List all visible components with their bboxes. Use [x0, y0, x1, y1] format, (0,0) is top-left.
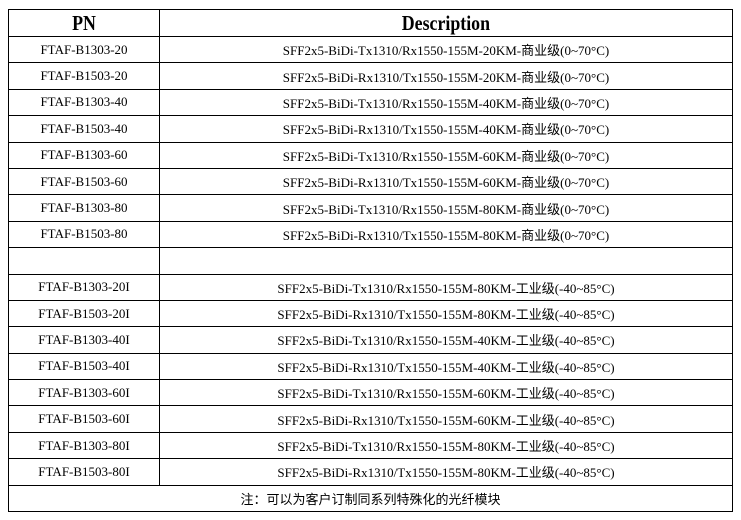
pn-cell: FTAF-B1303-40I — [8, 326, 160, 354]
table-row: FTAF-B1303-20I SFF2x5-BiDi-Tx1310/Rx1550-… — [8, 273, 733, 301]
table-row: FTAF-B1503-20 SFF2x5-BiDi-Rx1310/Tx1550-1… — [8, 62, 733, 90]
description-cell: SFF2x5-BiDi-Rx1310/Tx1550-155M-80KM-工业级(… — [159, 299, 733, 328]
pn-cell: FTAF-B1503-40 — [8, 115, 160, 143]
description-cell: SFF2x5-BiDi-Rx1310/Tx1550-155M-20KM-商业级(… — [159, 62, 733, 90]
description-cell: SFF2x5-BiDi-Tx1310/Rx1550-155M-60KM-商业级(… — [159, 141, 733, 169]
table-row: FTAF-B1303-80I SFF2x5-BiDi-Tx1310/Rx1550-… — [8, 431, 733, 460]
pn-header-text: PN — [72, 10, 96, 35]
pn-cell: FTAF-B1303-20I — [8, 273, 160, 301]
pn-cell: FTAF-B1503-20I — [8, 299, 160, 328]
description-cell: SFF2x5-BiDi-Rx1310/Tx1550-155M-40KM-工业级(… — [159, 352, 733, 381]
description-cell: SFF2x5-BiDi-Tx1310/Rx1550-155M-40KM-工业级(… — [159, 326, 733, 354]
pn-cell: FTAF-B1503-60I — [8, 405, 160, 433]
pn-cell: FTAF-B1503-60 — [8, 167, 160, 196]
description-cell: SFF2x5-BiDi-Rx1310/Tx1550-155M-40KM-商业级(… — [159, 115, 733, 143]
description-cell: SFF2x5-BiDi-Rx1310/Tx1550-155M-60KM-商业级(… — [159, 167, 733, 196]
table-row: FTAF-B1503-40 SFF2x5-BiDi-Rx1310/Tx1550-1… — [8, 115, 733, 143]
table-row — [8, 247, 733, 275]
description-cell: SFF2x5-BiDi-Rx1310/Tx1550-155M-80KM-工业级(… — [159, 458, 733, 486]
pn-cell: FTAF-B1503-80I — [8, 458, 160, 486]
table-row: FTAF-B1303-40I SFF2x5-BiDi-Tx1310/Rx1550-… — [8, 326, 733, 354]
table-row: FTAF-B1303-20 SFF2x5-BiDi-Tx1310/Rx1550-1… — [8, 35, 733, 64]
description-header-text: Description — [401, 10, 491, 35]
pn-cell — [8, 247, 160, 275]
header-row: PN Description — [8, 9, 733, 37]
description-header: Description — [159, 9, 733, 37]
table-row: FTAF-B1503-60I SFF2x5-BiDi-Rx1310/Tx1550-… — [8, 405, 733, 433]
table-row: FTAF-B1503-80I SFF2x5-BiDi-Rx1310/Tx1550-… — [8, 458, 733, 486]
description-cell: SFF2x5-BiDi-Rx1310/Tx1550-155M-60KM-工业级(… — [159, 405, 733, 433]
description-cell: SFF2x5-BiDi-Tx1310/Rx1550-155M-20KM-商业级(… — [159, 35, 733, 64]
table-row: FTAF-B1503-40I SFF2x5-BiDi-Rx1310/Tx1550-… — [8, 352, 733, 381]
description-cell: SFF2x5-BiDi-Tx1310/Rx1550-155M-60KM-工业级(… — [159, 379, 733, 407]
table-row: FTAF-B1303-60 SFF2x5-BiDi-Tx1310/Rx1550-1… — [8, 141, 733, 169]
table-row: FTAF-B1303-80 SFF2x5-BiDi-Tx1310/Rx1550-1… — [8, 194, 733, 222]
pn-cell: FTAF-B1503-40I — [8, 352, 160, 381]
product-table: PN Description FTAF-B1303-20 SFF2x5-BiDi-… — [8, 9, 733, 512]
pn-cell: FTAF-B1503-80 — [8, 220, 160, 249]
description-cell: SFF2x5-BiDi-Tx1310/Rx1550-155M-40KM-商业级(… — [159, 88, 733, 117]
table-row: FTAF-B1303-40 SFF2x5-BiDi-Tx1310/Rx1550-1… — [8, 88, 733, 117]
footnote: 注：可以为客户订制同系列特殊化的光纤模块 — [8, 484, 733, 512]
pn-header: PN — [8, 9, 160, 37]
description-cell: SFF2x5-BiDi-Rx1310/Tx1550-155M-80KM-商业级(… — [159, 220, 733, 249]
description-cell: SFF2x5-BiDi-Tx1310/Rx1550-155M-80KM-商业级(… — [159, 194, 733, 222]
table-row: FTAF-B1503-20I SFF2x5-BiDi-Rx1310/Tx1550-… — [8, 299, 733, 328]
pn-cell: FTAF-B1303-60 — [8, 141, 160, 169]
pn-cell: FTAF-B1503-20 — [8, 62, 160, 90]
table-row: FTAF-B1503-60 SFF2x5-BiDi-Rx1310/Tx1550-1… — [8, 167, 733, 196]
table-row: FTAF-B1303-60I SFF2x5-BiDi-Tx1310/Rx1550-… — [8, 379, 733, 407]
description-cell — [159, 247, 733, 275]
table-row: FTAF-B1503-80 SFF2x5-BiDi-Rx1310/Tx1550-1… — [8, 220, 733, 249]
description-cell: SFF2x5-BiDi-Tx1310/Rx1550-155M-80KM-工业级(… — [159, 273, 733, 301]
pn-cell: FTAF-B1303-40 — [8, 88, 160, 117]
pn-cell: FTAF-B1303-60I — [8, 379, 160, 407]
pn-cell: FTAF-B1303-20 — [8, 35, 160, 64]
description-cell: SFF2x5-BiDi-Tx1310/Rx1550-155M-80KM-工业级(… — [159, 431, 733, 460]
pn-cell: FTAF-B1303-80I — [8, 431, 160, 460]
footnote-row: 注：可以为客户订制同系列特殊化的光纤模块 — [8, 484, 733, 512]
pn-cell: FTAF-B1303-80 — [8, 194, 160, 222]
